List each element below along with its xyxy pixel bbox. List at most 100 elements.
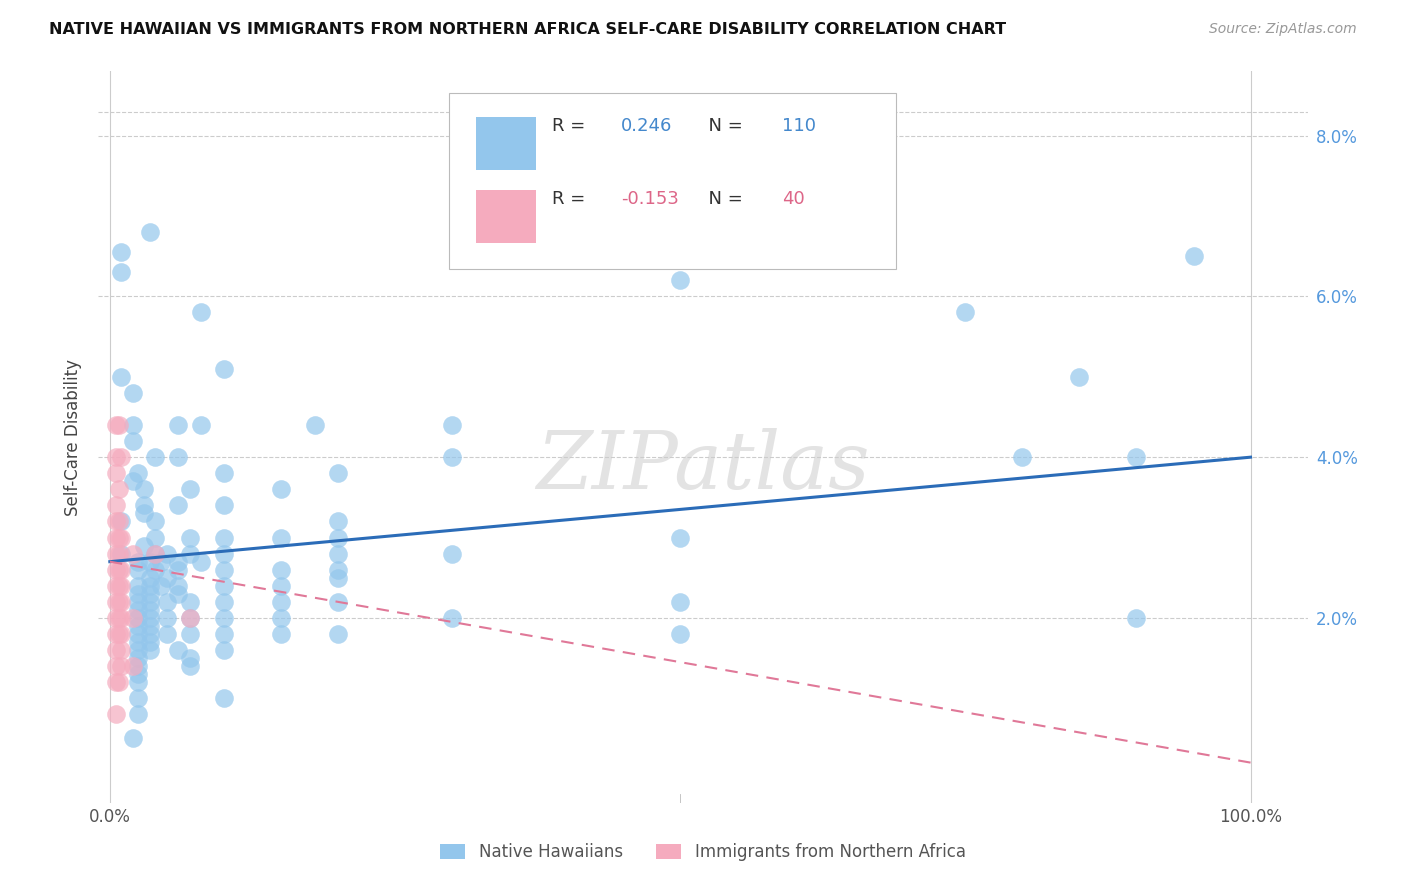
Point <box>104 515 127 529</box>
Text: NATIVE HAWAIIAN VS IMMIGRANTS FROM NORTHERN AFRICA SELF-CARE DISABILITY CORRELAT: NATIVE HAWAIIAN VS IMMIGRANTS FROM NORTH… <box>49 22 1007 37</box>
Point <box>110 579 132 593</box>
Point <box>108 531 131 545</box>
Point <box>104 659 127 673</box>
Point <box>121 547 143 561</box>
Point <box>326 571 349 585</box>
Point <box>145 515 167 529</box>
Point <box>108 483 131 497</box>
Point <box>270 531 292 545</box>
Point <box>669 627 692 641</box>
Point <box>121 611 143 625</box>
FancyBboxPatch shape <box>475 190 536 244</box>
Point <box>212 547 235 561</box>
Text: ZIPatlas: ZIPatlas <box>536 427 870 505</box>
Point <box>110 563 132 577</box>
Point <box>139 579 162 593</box>
Point <box>167 417 190 432</box>
Point <box>179 659 201 673</box>
Point <box>669 531 692 545</box>
Point <box>270 579 292 593</box>
Point <box>127 579 149 593</box>
Text: -0.153: -0.153 <box>621 190 679 209</box>
Point <box>326 531 349 545</box>
Point <box>326 547 349 561</box>
Point <box>156 595 179 609</box>
Point <box>270 595 292 609</box>
Point <box>179 483 201 497</box>
Point <box>108 675 131 690</box>
Point <box>139 611 162 625</box>
Point <box>108 579 131 593</box>
Point <box>104 675 127 690</box>
Point <box>212 531 235 545</box>
Point <box>167 499 190 513</box>
Point <box>156 571 179 585</box>
Point <box>212 611 235 625</box>
Point <box>1125 450 1147 465</box>
Point <box>104 417 127 432</box>
Point <box>326 467 349 481</box>
Point <box>145 547 167 561</box>
Point <box>212 467 235 481</box>
Point <box>110 245 132 260</box>
Point <box>190 555 212 569</box>
Point <box>212 691 235 706</box>
Point <box>1069 369 1091 384</box>
Point <box>132 499 155 513</box>
Point <box>127 563 149 577</box>
Point <box>127 587 149 601</box>
Point <box>127 643 149 657</box>
Point <box>110 611 132 625</box>
Point <box>150 555 173 569</box>
Point <box>127 627 149 641</box>
Point <box>150 579 173 593</box>
Point <box>326 595 349 609</box>
Point <box>145 563 167 577</box>
Point <box>212 563 235 577</box>
Point <box>127 467 149 481</box>
Point <box>190 417 212 432</box>
Point <box>139 555 162 569</box>
Point <box>139 603 162 617</box>
Point <box>121 731 143 746</box>
Point <box>127 603 149 617</box>
Point <box>167 579 190 593</box>
Point <box>110 595 132 609</box>
Point <box>156 611 179 625</box>
Text: 110: 110 <box>782 117 815 136</box>
Point <box>104 643 127 657</box>
Point <box>110 643 132 657</box>
Point <box>212 595 235 609</box>
Point <box>179 611 201 625</box>
Point <box>121 659 143 673</box>
Point <box>1182 249 1205 263</box>
Point <box>127 651 149 665</box>
Point <box>132 507 155 521</box>
Point <box>167 450 190 465</box>
Text: Source: ZipAtlas.com: Source: ZipAtlas.com <box>1209 22 1357 37</box>
Point <box>270 611 292 625</box>
Point <box>110 531 132 545</box>
Point <box>108 611 131 625</box>
Point <box>121 385 143 400</box>
Point <box>110 265 132 279</box>
Point <box>955 305 977 319</box>
Text: 40: 40 <box>782 190 804 209</box>
Point <box>110 369 132 384</box>
Point <box>127 555 149 569</box>
Point <box>179 547 201 561</box>
Point <box>441 417 464 432</box>
Point <box>108 595 131 609</box>
Point <box>104 467 127 481</box>
Point <box>179 627 201 641</box>
Point <box>669 595 692 609</box>
Point <box>127 667 149 681</box>
Point <box>270 483 292 497</box>
Point <box>127 619 149 633</box>
Point <box>167 563 190 577</box>
Point <box>441 611 464 625</box>
Point <box>212 627 235 641</box>
Point <box>139 643 162 657</box>
Point <box>110 450 132 465</box>
Point <box>270 627 292 641</box>
